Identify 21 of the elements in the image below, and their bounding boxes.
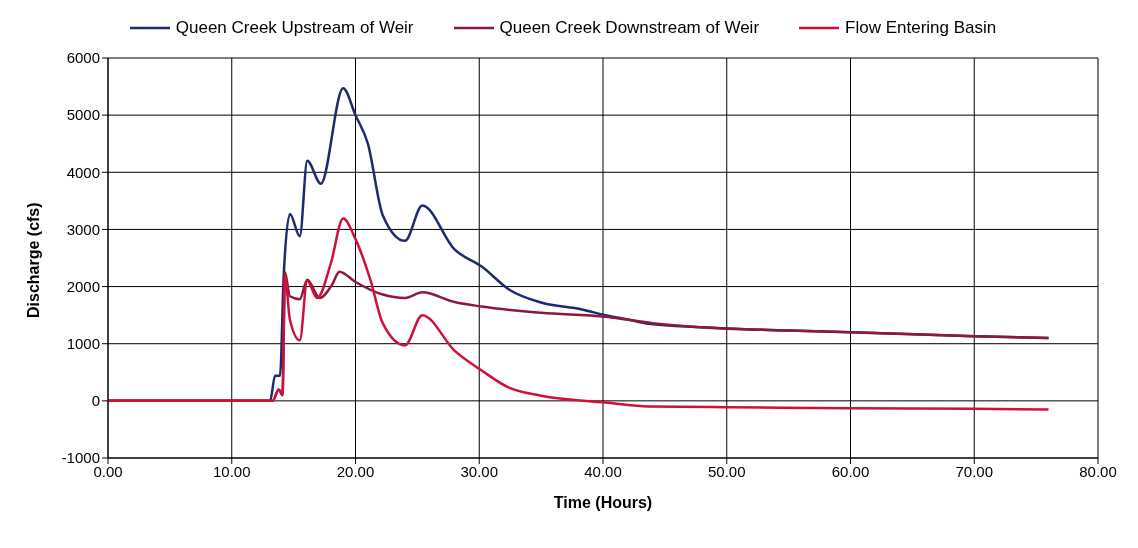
legend-label: Flow Entering Basin xyxy=(844,18,997,38)
x-tick-label: 80.00 xyxy=(1079,462,1117,480)
x-tick-label: 70.00 xyxy=(955,462,994,480)
x-tick-label: 40.00 xyxy=(584,462,622,480)
legend-label: Queen Creek Upstream of Weir xyxy=(174,18,414,38)
y-tick-label: 0 xyxy=(91,392,100,410)
y-tick-label: 4000 xyxy=(66,163,100,181)
y-axis-title: Discharge (cfs) xyxy=(24,202,42,318)
y-tick-label: 2000 xyxy=(66,277,100,295)
y-tick-label: 6000 xyxy=(66,49,100,67)
y-tick-label: 5000 xyxy=(66,106,100,124)
x-tick-label: 50.00 xyxy=(707,462,746,480)
x-axis-title: Time (Hours) xyxy=(553,494,653,511)
x-tick-label: 60.00 xyxy=(831,462,870,480)
x-tick-label: 30.00 xyxy=(460,462,499,480)
x-tick-label: 10.00 xyxy=(212,462,251,480)
legend-label: Queen Creek Downstream of Weir xyxy=(498,18,760,38)
x-tick-label: 20.00 xyxy=(336,462,375,480)
y-tick-label: 1000 xyxy=(66,335,100,353)
y-tick-label: 3000 xyxy=(66,220,100,238)
line-series xyxy=(108,217,1050,411)
